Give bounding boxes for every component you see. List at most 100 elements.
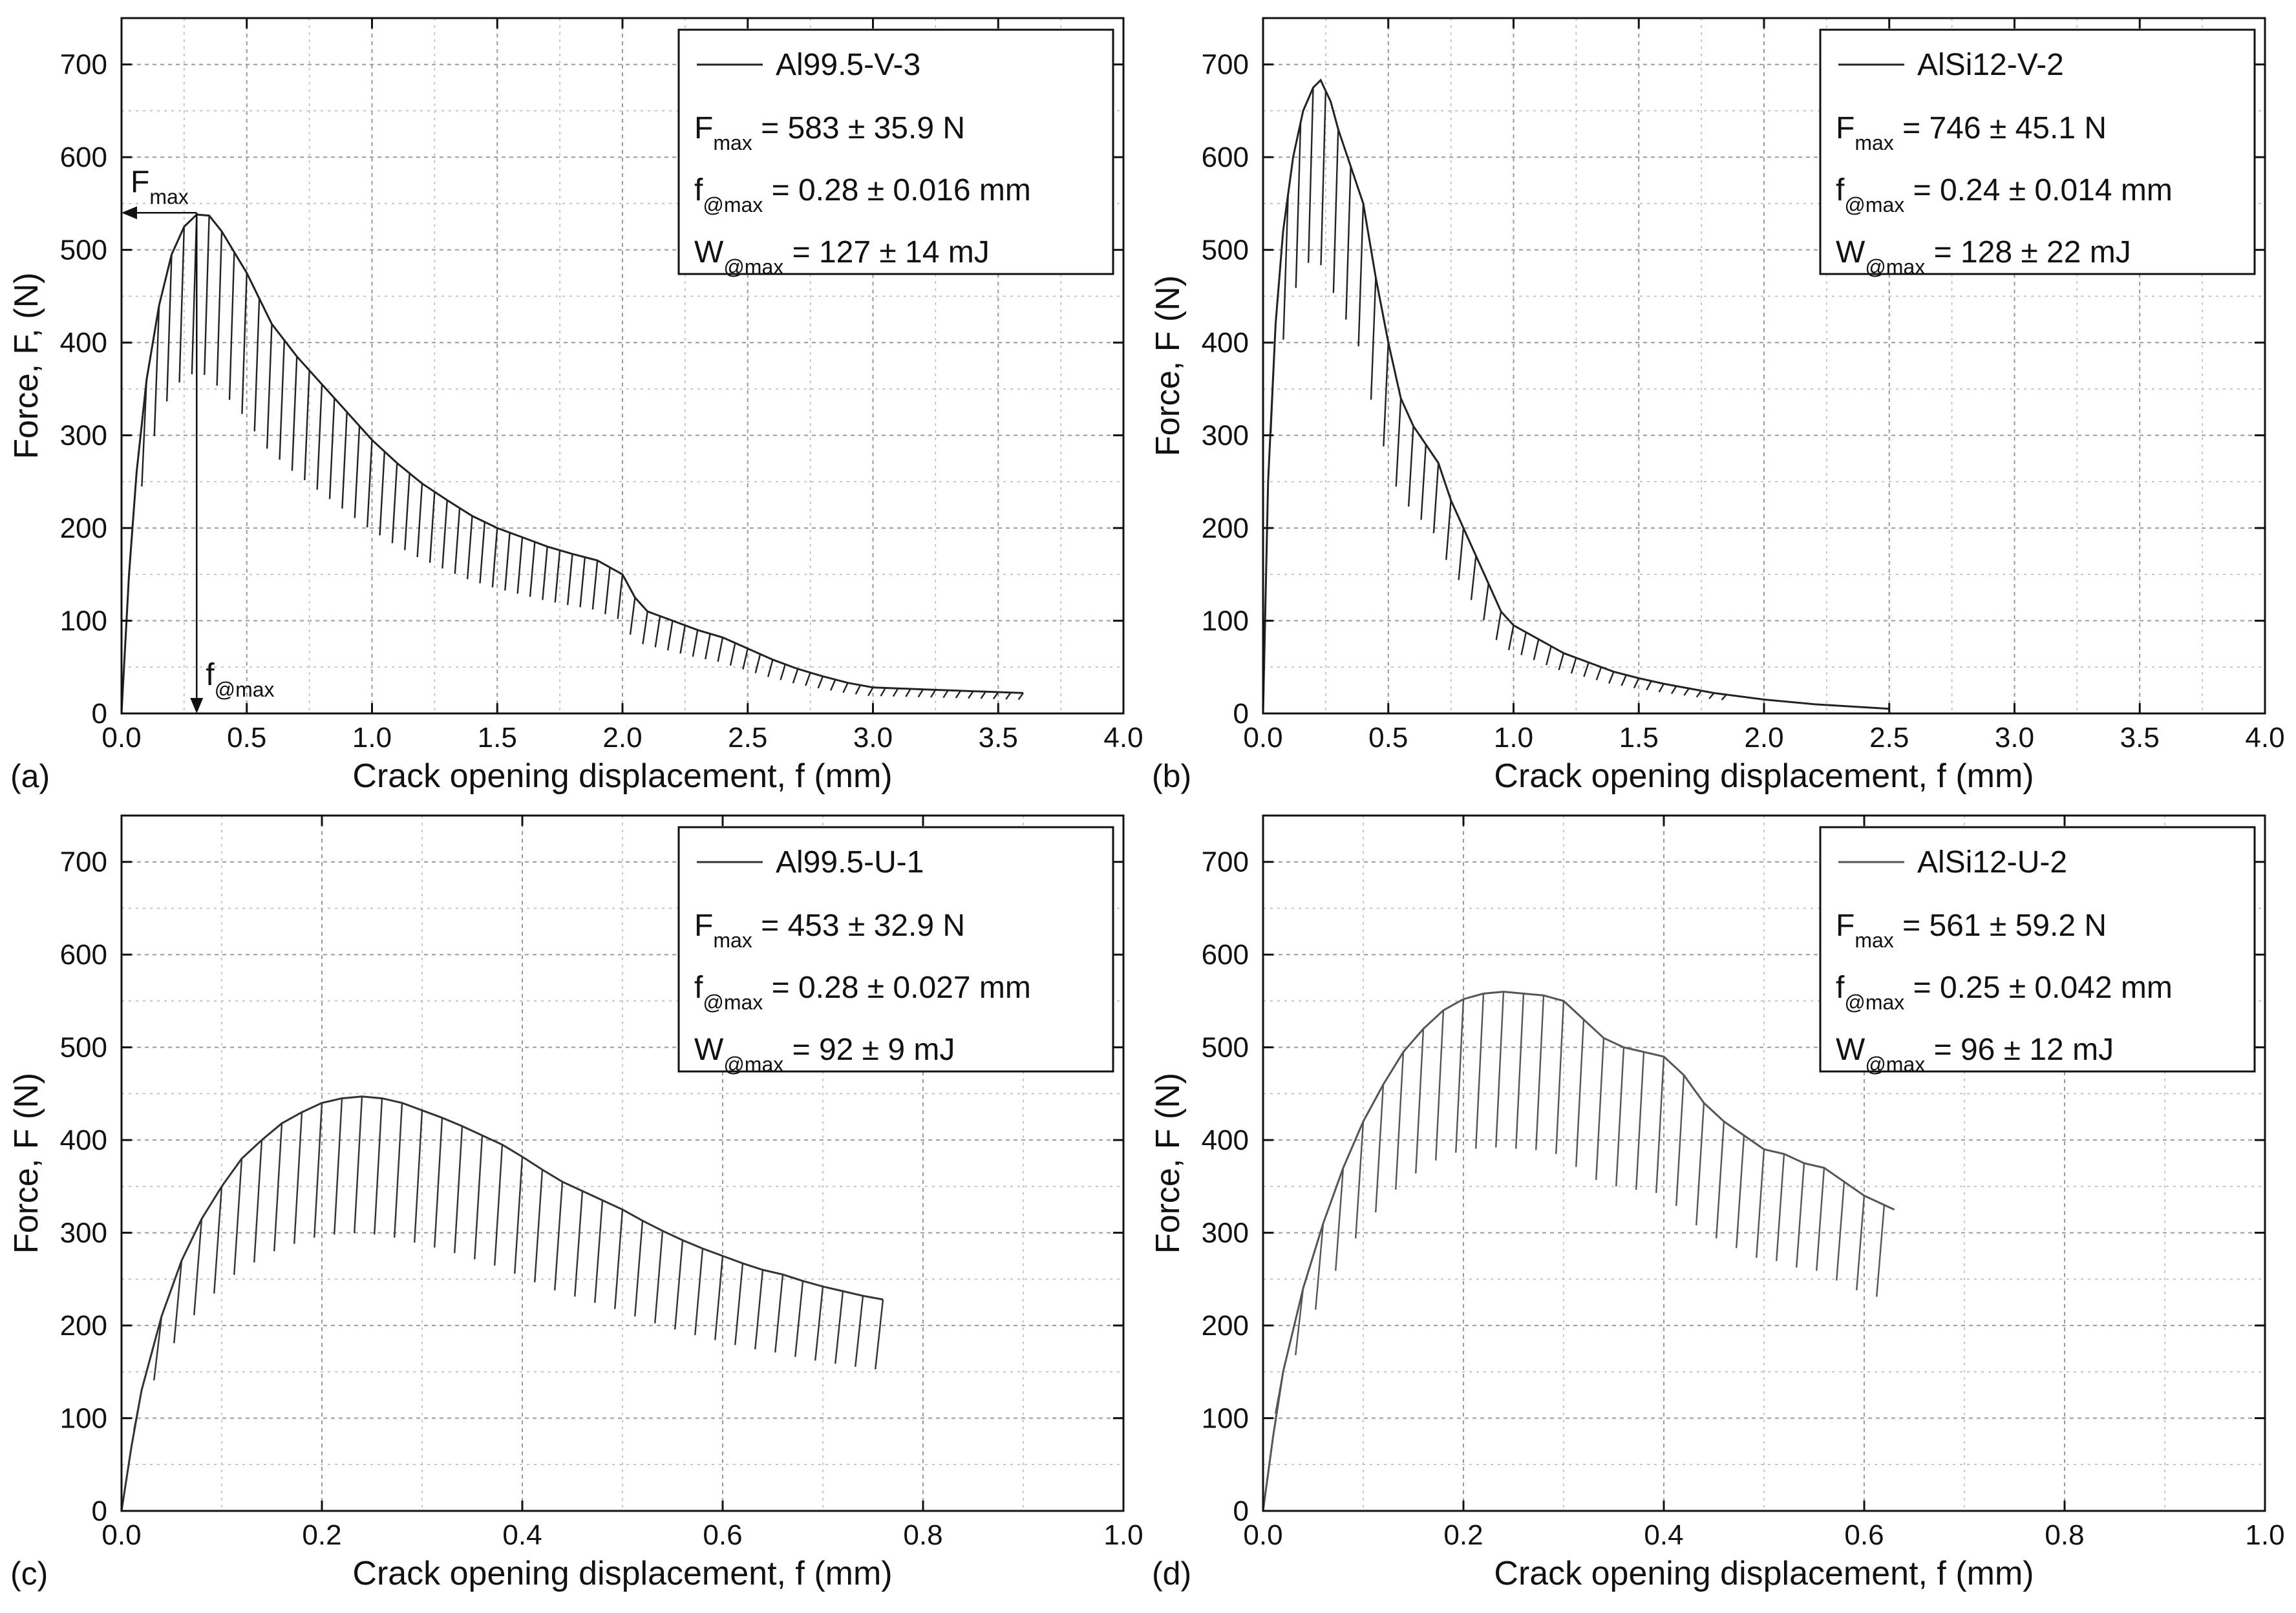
unloading-line bbox=[1295, 1288, 1304, 1356]
y-tick-label: 400 bbox=[1202, 1124, 1249, 1156]
plot-frame bbox=[120, 814, 1125, 1512]
unloading-line bbox=[1432, 463, 1440, 534]
unloading-line bbox=[1357, 203, 1365, 346]
unloading-line bbox=[905, 688, 911, 697]
unloading-line bbox=[1332, 129, 1339, 293]
unloading-line bbox=[855, 684, 862, 695]
unloading-line bbox=[714, 1256, 724, 1340]
unloading-line bbox=[694, 1248, 704, 1336]
unloading-line bbox=[892, 688, 899, 697]
x-tick-label: 0.4 bbox=[1644, 1519, 1683, 1551]
unloading-line bbox=[216, 231, 223, 386]
y-tick-label: 500 bbox=[60, 235, 107, 266]
unloading-line bbox=[1615, 1047, 1625, 1186]
y-axis-title: Force, F (N) bbox=[1149, 1073, 1187, 1254]
unloading-line bbox=[805, 672, 811, 686]
unloading-line bbox=[1621, 674, 1627, 686]
unloading-line bbox=[466, 516, 473, 580]
peak-annotation: Fmax f@max bbox=[122, 165, 275, 713]
legend-series-name: Al99.5-U-1 bbox=[776, 845, 924, 880]
unloading-line bbox=[434, 1117, 443, 1248]
unloading-line bbox=[1375, 1084, 1385, 1213]
x-tick-label: 1.0 bbox=[352, 722, 392, 754]
x-tick-label: 0.8 bbox=[903, 1519, 942, 1551]
unloading-line bbox=[579, 557, 586, 607]
unloading-line bbox=[1515, 993, 1525, 1149]
unloading-line bbox=[880, 687, 886, 697]
unloading-line bbox=[233, 1158, 243, 1275]
legend-box bbox=[1819, 28, 2256, 275]
unloading-line bbox=[253, 1140, 263, 1263]
y-axis-title: Force, F, (N) bbox=[8, 273, 45, 459]
unloading-line bbox=[529, 542, 536, 597]
unloading-line bbox=[817, 676, 824, 689]
y-tick-label: 700 bbox=[1202, 49, 1249, 81]
unloading-line bbox=[1736, 1135, 1745, 1249]
unloading-line bbox=[1017, 692, 1024, 701]
legend: AlSi12-U-2 Fmax = 561 ± 59.2 N f@max = 0.2… bbox=[1819, 826, 2256, 1076]
legend-stat-row: W@max = 96 ± 12 mJ bbox=[1836, 1033, 2114, 1076]
unloading-line bbox=[1355, 1121, 1365, 1239]
unloading-line bbox=[992, 691, 999, 700]
unloading-line bbox=[354, 1096, 363, 1234]
y-tick-label: 0 bbox=[1233, 698, 1249, 730]
x-tick-label: 0.6 bbox=[703, 1519, 742, 1551]
unloading-line bbox=[1005, 692, 1012, 700]
unloading-line bbox=[1716, 1121, 1725, 1239]
x-tick-label: 1.5 bbox=[1619, 722, 1659, 754]
unloading-line bbox=[178, 226, 186, 383]
unloading-line bbox=[1675, 1075, 1685, 1207]
unloading-line bbox=[1683, 688, 1690, 696]
legend-stat-row: Fmax = 561 ± 59.2 N bbox=[1836, 909, 2107, 952]
x-tick-label: 1.0 bbox=[1103, 1519, 1143, 1551]
unloading-line bbox=[1282, 194, 1289, 340]
x-tick-label: 4.0 bbox=[2245, 722, 2284, 754]
unloading-line bbox=[514, 1156, 524, 1274]
unloading-line bbox=[1295, 122, 1302, 288]
unloading-line bbox=[1415, 1028, 1425, 1174]
unloading-line bbox=[1570, 657, 1577, 674]
unloading-line bbox=[867, 687, 874, 697]
unloading-line bbox=[1370, 277, 1377, 400]
data-curve bbox=[120, 1095, 884, 1512]
unloading-line bbox=[1407, 426, 1414, 507]
y-tick-label: 500 bbox=[1202, 1032, 1249, 1064]
chart-panel-1: 0.0 0.5 1.0 1.5 2.0 2.5 3.0 3.5 4.0 0 100 200 300 400… bbox=[8, 17, 1143, 795]
legend-series-name: AlSi12-V-2 bbox=[1917, 48, 2064, 82]
fmax-arrow-head bbox=[122, 206, 137, 220]
unloading-line bbox=[794, 1281, 804, 1357]
unloading-line bbox=[674, 1239, 684, 1330]
unloading-line bbox=[574, 1190, 584, 1297]
unloading-line bbox=[504, 532, 511, 591]
legend-stat-row: Fmax = 453 ± 32.9 N bbox=[694, 909, 965, 952]
unloading-line bbox=[293, 1112, 303, 1244]
unloading-line bbox=[1520, 632, 1527, 655]
x-tick-label: 1.0 bbox=[2245, 1519, 2284, 1551]
unloading-line bbox=[1420, 444, 1427, 520]
y-tick-label: 700 bbox=[60, 49, 107, 81]
unloading-line bbox=[441, 500, 448, 569]
chart-panel-3: 0.0 0.2 0.4 0.6 0.8 1.0 0 100 200 300 400 500 600 700… bbox=[8, 814, 1143, 1592]
unloading-line bbox=[955, 690, 962, 699]
x-tick-label: 2.0 bbox=[602, 722, 642, 754]
unloading-line bbox=[153, 1316, 163, 1381]
unloading-line bbox=[141, 379, 147, 487]
unloading-line bbox=[454, 508, 461, 574]
unloading-line bbox=[542, 546, 548, 600]
chart-panel-2: 0.0 0.5 1.0 1.5 2.0 2.5 3.0 3.5 4.0 0 100 200 300 400… bbox=[1149, 17, 2285, 795]
unloading-line bbox=[266, 324, 273, 449]
x-axis-title: Crack opening displacement, f (mm) bbox=[352, 757, 892, 795]
unloading-line bbox=[1345, 166, 1352, 320]
unloading-line bbox=[554, 550, 561, 603]
unloading-line bbox=[604, 567, 611, 615]
unloading-line bbox=[1320, 90, 1327, 266]
unloading-line bbox=[379, 451, 386, 536]
unloading-line bbox=[1876, 1205, 1886, 1297]
y-tick-label: 600 bbox=[1202, 939, 1249, 971]
y-tick-label: 200 bbox=[1202, 512, 1249, 544]
unloading-line bbox=[391, 463, 398, 543]
unloading-line bbox=[416, 483, 423, 558]
unloading-line bbox=[1658, 683, 1665, 693]
y-axis-title: Force, F (N) bbox=[8, 1073, 45, 1254]
